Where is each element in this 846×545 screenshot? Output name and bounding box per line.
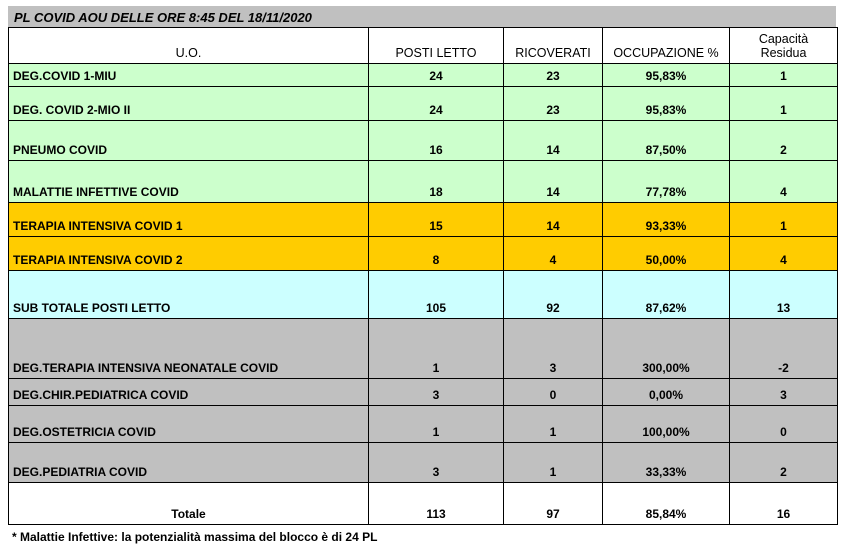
capacita-cell: 16	[729, 482, 838, 525]
posti-letto-cell: 105	[368, 270, 504, 319]
occupazione-cell: 85,84%	[602, 482, 730, 525]
capacita-cell: -2	[729, 318, 838, 379]
capacita-cell: 13	[729, 270, 838, 319]
capacita-cell: 2	[729, 442, 838, 483]
capacita-cell: 4	[729, 236, 838, 271]
ricoverati-cell: 1	[503, 405, 603, 443]
occupazione-cell: 95,83%	[602, 63, 730, 87]
posti-letto-cell: 15	[368, 202, 504, 237]
table-row: DEG.CHIR.PEDIATRICA COVID 3 0 0,00% 3	[8, 378, 838, 406]
ricoverati-cell: 92	[503, 270, 603, 319]
table-row: DEG.COVID 1-MIU 24 23 95,83% 1	[8, 63, 838, 87]
posti-letto-cell: 8	[368, 236, 504, 271]
header-uo: U.O.	[8, 27, 369, 64]
uo-cell: DEG.COVID 1-MIU	[8, 63, 369, 87]
occupazione-cell: 77,78%	[602, 160, 730, 203]
posti-letto-cell: 18	[368, 160, 504, 203]
uo-cell: DEG. COVID 2-MIO II	[8, 86, 369, 121]
posti-letto-cell: 3	[368, 378, 504, 406]
ricoverati-cell: 14	[503, 160, 603, 203]
ricoverati-cell: 1	[503, 442, 603, 483]
table-row: DEG.PEDIATRIA COVID 3 1 33,33% 2	[8, 442, 838, 483]
uo-cell: DEG.PEDIATRIA COVID	[8, 442, 369, 483]
table-row: DEG.TERAPIA INTENSIVA NEONATALE COVID 1 3 3…	[8, 318, 838, 379]
uo-cell: Totale	[8, 482, 369, 525]
table-row: DEG. COVID 2-MIO II 24 23 95,83% 1	[8, 86, 838, 121]
footnote: * Malattie Infettive: la potenzialità ma…	[12, 530, 378, 544]
header-capacita-residua: Capacità Residua	[729, 27, 838, 64]
capacita-cell: 4	[729, 160, 838, 203]
table-row: Totale 113 97 85,84% 16	[8, 482, 838, 525]
posti-letto-cell: 16	[368, 120, 504, 161]
ricoverati-cell: 23	[503, 86, 603, 121]
header-capacita: Capacità	[758, 32, 809, 46]
uo-cell: TERAPIA INTENSIVA COVID 1	[8, 202, 369, 237]
capacita-cell: 3	[729, 378, 838, 406]
table-row: MALATTIE INFETTIVE COVID 18 14 77,78% 4	[8, 160, 838, 203]
ricoverati-cell: 0	[503, 378, 603, 406]
occupazione-cell: 50,00%	[602, 236, 730, 271]
table-title: PL COVID AOU DELLE ORE 8:45 DEL 18/11/20…	[8, 6, 836, 27]
occupazione-cell: 93,33%	[602, 202, 730, 237]
uo-cell: DEG.TERAPIA INTENSIVA NEONATALE COVID	[8, 318, 369, 379]
uo-cell: MALATTIE INFETTIVE COVID	[8, 160, 369, 203]
table-row: PNEUMO COVID 16 14 87,50% 2	[8, 120, 838, 161]
posti-letto-cell: 113	[368, 482, 504, 525]
posti-letto-cell: 1	[368, 318, 504, 379]
table-row: TERAPIA INTENSIVA COVID 2 8 4 50,00% 4	[8, 236, 838, 271]
occupazione-cell: 300,00%	[602, 318, 730, 379]
table-row: DEG.OSTETRICIA COVID 1 1 100,00% 0	[8, 405, 838, 443]
capacita-cell: 1	[729, 63, 838, 87]
uo-cell: PNEUMO COVID	[8, 120, 369, 161]
occupazione-cell: 33,33%	[602, 442, 730, 483]
capacita-cell: 1	[729, 202, 838, 237]
posti-letto-cell: 24	[368, 86, 504, 121]
table-row: TERAPIA INTENSIVA COVID 1 15 14 93,33% 1	[8, 202, 838, 237]
beds-table: U.O. POSTI LETTO RICOVERATI OCCUPAZIONE …	[8, 27, 838, 525]
posti-letto-cell: 3	[368, 442, 504, 483]
ricoverati-cell: 97	[503, 482, 603, 525]
uo-cell: DEG.CHIR.PEDIATRICA COVID	[8, 378, 369, 406]
ricoverati-cell: 14	[503, 202, 603, 237]
uo-cell: TERAPIA INTENSIVA COVID 2	[8, 236, 369, 271]
capacita-cell: 0	[729, 405, 838, 443]
occupazione-cell: 0,00%	[602, 378, 730, 406]
occupazione-cell: 87,62%	[602, 270, 730, 319]
uo-cell: SUB TOTALE POSTI LETTO	[8, 270, 369, 319]
ricoverati-cell: 4	[503, 236, 603, 271]
occupazione-cell: 95,83%	[602, 86, 730, 121]
occupazione-cell: 87,50%	[602, 120, 730, 161]
capacita-cell: 1	[729, 86, 838, 121]
uo-cell: DEG.OSTETRICIA COVID	[8, 405, 369, 443]
posti-letto-cell: 24	[368, 63, 504, 87]
posti-letto-cell: 1	[368, 405, 504, 443]
header-occupazione: OCCUPAZIONE %	[602, 27, 730, 64]
table-row: SUB TOTALE POSTI LETTO 105 92 87,62% 13	[8, 270, 838, 319]
ricoverati-cell: 14	[503, 120, 603, 161]
header-ricoverati: RICOVERATI	[503, 27, 603, 64]
ricoverati-cell: 23	[503, 63, 603, 87]
occupazione-cell: 100,00%	[602, 405, 730, 443]
header-residua: Residua	[760, 46, 807, 60]
ricoverati-cell: 3	[503, 318, 603, 379]
capacita-cell: 2	[729, 120, 838, 161]
header-posti-letto: POSTI LETTO	[368, 27, 504, 64]
